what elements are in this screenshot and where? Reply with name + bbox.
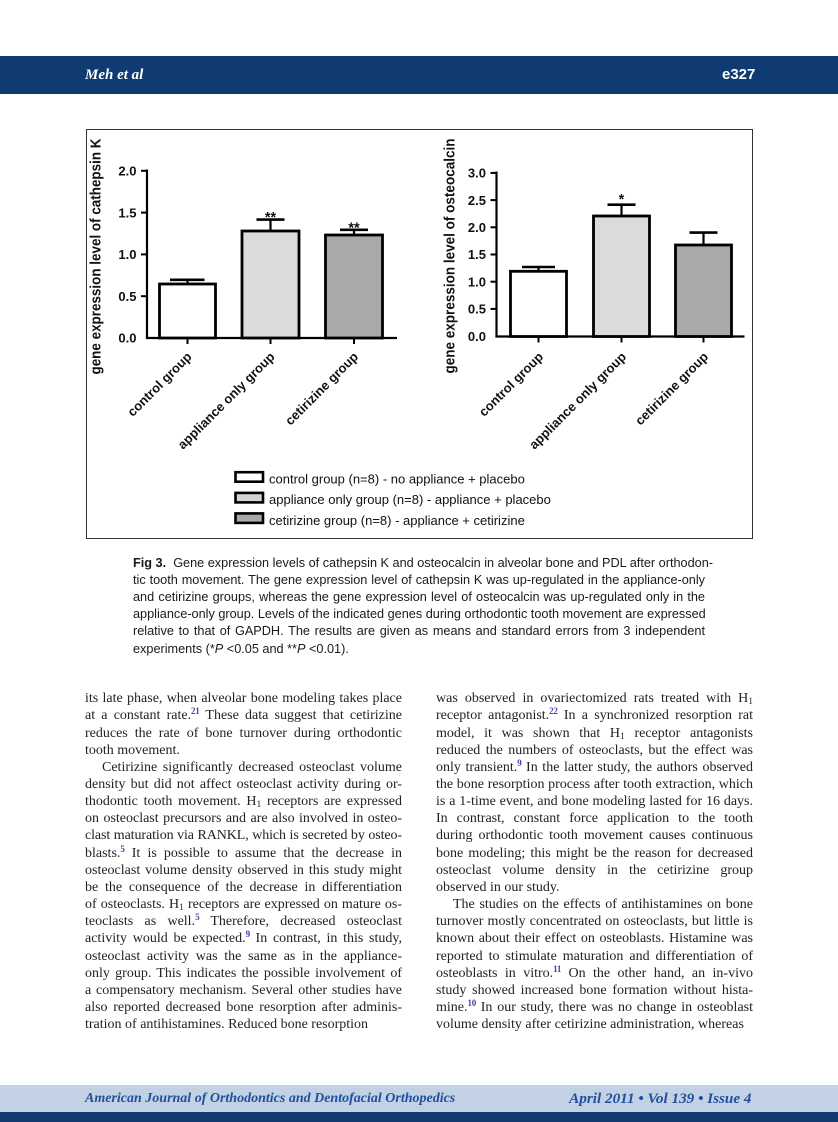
svg-text:**: **: [348, 220, 360, 236]
svg-text:*: *: [619, 192, 625, 208]
svg-text:3.0: 3.0: [468, 166, 486, 181]
svg-text:control group (n=8) - no appli: control group (n=8) - no appliance + pla…: [269, 471, 525, 486]
svg-text:appliance only group: appliance only group: [175, 349, 278, 452]
svg-text:gene expression level of cathe: gene expression level of cathepsin K: [89, 138, 105, 374]
svg-text:control group: control group: [476, 349, 546, 419]
svg-text:cetirizine group (n=8) - appli: cetirizine group (n=8) - appliance + cet…: [269, 513, 525, 528]
svg-text:1.0: 1.0: [468, 274, 486, 289]
svg-text:2.0: 2.0: [468, 220, 486, 235]
svg-text:cetirizine group: cetirizine group: [632, 349, 711, 428]
svg-text:0.0: 0.0: [118, 331, 136, 346]
svg-text:cetirizine group: cetirizine group: [282, 349, 361, 428]
svg-text:0.0: 0.0: [468, 329, 486, 344]
svg-text:1.5: 1.5: [468, 247, 486, 262]
svg-text:0.5: 0.5: [118, 289, 136, 304]
svg-text:appliance only group (n=8) - a: appliance only group (n=8) - appliance +…: [269, 492, 551, 507]
svg-text:gene expression level of osteo: gene expression level of osteocalcin: [443, 139, 459, 374]
svg-text:appliance only group: appliance only group: [526, 349, 629, 452]
svg-text:0.5: 0.5: [468, 302, 486, 317]
svg-text:1.0: 1.0: [118, 247, 136, 262]
svg-text:control group: control group: [124, 349, 194, 419]
svg-text:2.5: 2.5: [468, 193, 486, 208]
svg-text:**: **: [265, 210, 277, 226]
svg-text:2.0: 2.0: [118, 164, 136, 179]
svg-text:1.5: 1.5: [118, 205, 136, 220]
